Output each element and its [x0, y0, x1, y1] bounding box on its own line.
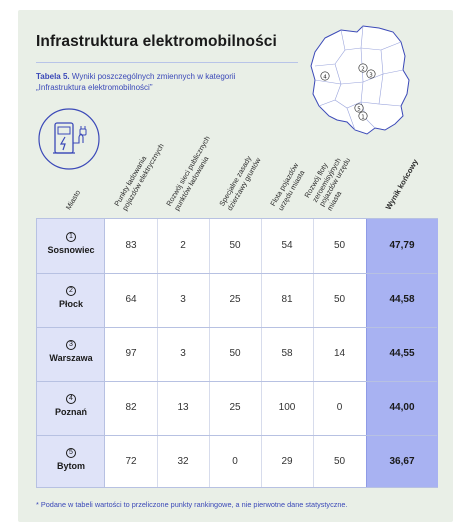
value-cell: 72 [125, 456, 137, 467]
map-marker-2: 2 [358, 63, 368, 73]
value-cell: 58 [281, 348, 293, 359]
header-zero-emission-fleet: Rozwój floty zeroemisyjnych pojazdów urz… [302, 155, 353, 212]
rank-badge: 3 [37, 340, 105, 351]
map-marker-4: 4 [320, 71, 330, 81]
svg-text:5: 5 [357, 107, 361, 113]
value-cell: 32 [177, 456, 189, 467]
table-row: 4 Poznań 82 13 25 100 0 44,00 [37, 381, 437, 435]
table-header: Miasto Punkty ładowania pojazdów elektry… [36, 130, 438, 218]
page-title: Infrastruktura elektromobilności [36, 33, 277, 50]
rank-number: 5 [66, 448, 76, 459]
value-cell: 100 [278, 402, 296, 413]
header-city-fleet: Flota pojazdów urzędu miasta [268, 161, 307, 212]
final-score-cell: 47,79 [389, 240, 415, 251]
value-cell: 50 [333, 240, 346, 251]
rank-number: 2 [66, 286, 76, 297]
value-cell: 0 [232, 456, 238, 467]
table-row: 3 Warszawa 97 3 50 58 14 44,55 [37, 327, 437, 381]
caption-label: Tabela 5. [36, 72, 70, 81]
rank-number: 1 [66, 232, 76, 243]
svg-text:1: 1 [361, 115, 365, 121]
final-score-cell: 44,00 [389, 402, 415, 413]
table-caption: Tabela 5. Wyniki poszczególnych zmiennyc… [36, 72, 286, 93]
city-cell: 4 Poznań [37, 381, 105, 435]
city-name: Płock [58, 299, 83, 309]
city-name: Bytom [56, 461, 85, 471]
city-name: Sosnowiec [47, 245, 95, 255]
city-cell: 2 Płock [37, 273, 105, 327]
value-cell: 97 [125, 348, 137, 359]
rank-badge: 2 [37, 286, 105, 297]
value-cell: 50 [229, 240, 241, 251]
map-marker-5: 5 [354, 103, 364, 113]
result-column [366, 219, 438, 487]
rank-number: 3 [66, 340, 76, 351]
city-cell: 3 Warszawa [37, 327, 105, 381]
caption-text: Wyniki poszczególnych zmiennych w katego… [36, 72, 236, 92]
table-row: 1 Sosnowiec 83 2 50 54 50 47,79 [37, 219, 437, 273]
ev-charger-icon [38, 108, 100, 170]
map-marker-1: 1 [358, 111, 368, 121]
header-public-network: Rozwój sieci publicznych punktów ładowan… [164, 134, 212, 212]
value-cell: 81 [281, 294, 293, 305]
value-cell: 2 [180, 240, 186, 251]
svg-text:4: 4 [323, 75, 327, 81]
value-cell: 0 [336, 402, 343, 413]
final-score-cell: 44,58 [389, 294, 415, 305]
city-column [37, 219, 105, 487]
map-marker-3: 3 [366, 69, 376, 79]
title-divider [36, 62, 298, 63]
value-cell: 50 [333, 294, 346, 305]
table-row: 2 Płock 64 3 25 81 50 44,58 [37, 273, 437, 327]
table-row: 5 Bytom 72 32 0 29 50 36,67 [37, 435, 437, 489]
value-cell: 50 [333, 456, 346, 467]
header-charging-points: Punkty ładowania pojazdów elektrycznych [112, 141, 166, 212]
value-cell: 3 [180, 348, 186, 359]
value-cell: 82 [125, 402, 137, 413]
value-cell: 64 [125, 294, 137, 305]
rank-badge: 5 [37, 448, 105, 459]
value-cell: 54 [281, 240, 293, 251]
value-cell: 29 [281, 456, 293, 467]
header-city: Miasto [63, 188, 83, 212]
city-name: Warszawa [49, 353, 93, 363]
final-score-cell: 44,55 [389, 348, 415, 359]
value-cell: 13 [177, 402, 189, 413]
value-cell: 14 [333, 348, 346, 359]
svg-text:3: 3 [369, 73, 373, 79]
city-name: Poznań [54, 407, 87, 417]
value-cell: 83 [125, 240, 137, 251]
value-cell: 3 [180, 294, 186, 305]
final-score-cell: 36,67 [389, 456, 415, 467]
city-cell: 1 Sosnowiec [37, 219, 105, 273]
value-cell: 25 [229, 294, 241, 305]
svg-text:2: 2 [361, 67, 365, 73]
rank-badge: 1 [37, 232, 105, 243]
rank-number: 4 [66, 394, 76, 405]
rank-badge: 4 [37, 394, 105, 405]
value-cell: 50 [229, 348, 241, 359]
footnote: * Podane w tabeli wartości to przeliczon… [36, 500, 348, 509]
poland-map-icon: 4 2 3 5 1 [310, 25, 410, 135]
city-cell: 5 Bytom [37, 435, 105, 489]
header-final-score: Wynik końcowy [383, 157, 420, 212]
header-land-lease: Specjalne zasady dzierżawy gruntów [217, 154, 263, 212]
results-table: 1 Sosnowiec 83 2 50 54 50 47,79 2 Płock 64 3 25 81 50 4… [36, 218, 438, 488]
value-cell: 25 [229, 402, 241, 413]
